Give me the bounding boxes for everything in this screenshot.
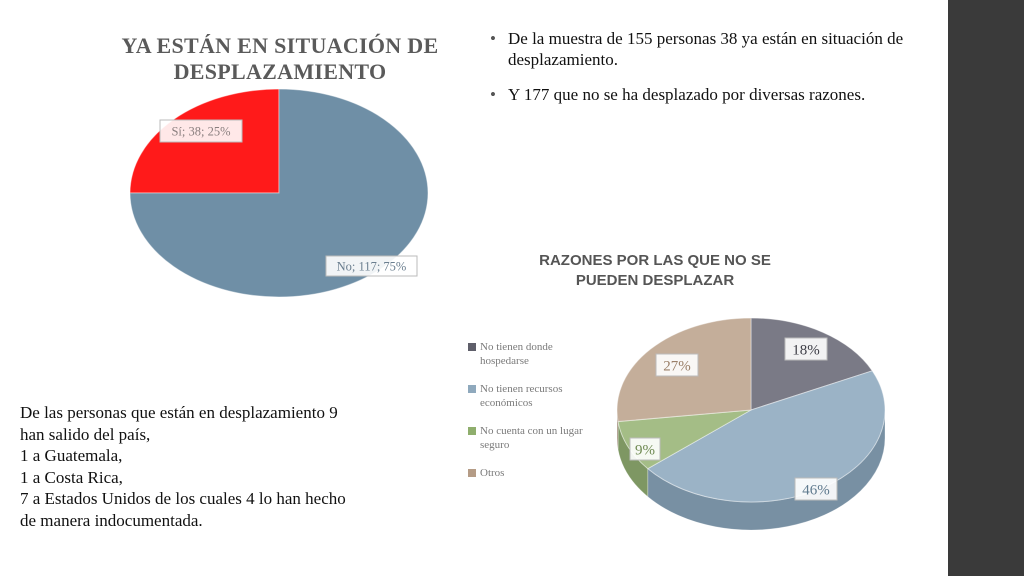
left-pie-label-si: Sí; 38; 25% [171,124,230,138]
left-chart-title: YA ESTÁN EN SITUACIÓN DE DESPLAZAMIENTO [80,33,480,85]
right-chart-title-line1: RAZONES POR LAS QUE NO SE [539,252,771,269]
right-pie-label-box-otros [655,353,699,377]
description-line: 1 a Guatemala, [20,446,123,465]
legend-item-hospedarse: No tienen donde hospedarse [468,340,618,368]
right-side-bar [948,0,1024,576]
legend-item-lugar-seguro: No cuenta con un lugar seguro [468,424,618,452]
legend-label-line: Otros [480,467,505,479]
left-chart-title-line1: YA ESTÁN EN SITUACIÓN DE [121,33,439,58]
bullet-text: De la muestra de 155 personas 38 ya está… [508,29,904,69]
left-pie-label-box-si [159,119,243,143]
legend-swatch [468,385,476,393]
bullet-dot-icon: • [490,29,496,48]
right-pie-label-no-tienen-donde-hospedarse: 18% [792,342,820,358]
legend-swatch [468,427,476,435]
description-line: De las personas que están en desplazamie… [20,403,338,422]
legend-label-line: No tienen recursos [480,383,563,395]
right-chart-title: RAZONES POR LAS QUE NO SE PUEDEN DESPLAZ… [490,251,820,291]
legend-label-line: seguro [480,439,510,451]
bullet-list: • De la muestra de 155 personas 38 ya est… [490,28,940,119]
right-pie-label-no-tienen-recursos-economicos: 46% [802,482,830,498]
legend-label-line: No tienen donde [480,341,553,353]
bullet-text: Y 177 que no se ha desplazado por divers… [508,85,866,104]
right-pie-label-box-no-tienen-donde-hospedarse [784,337,828,361]
right-pie-label-box-no-cuenta-con-un-lugar-seguro [629,437,661,461]
right-pie-label-no-cuenta-con-un-lugar-seguro: 9% [635,442,655,458]
bullet-item: • Y 177 que no se ha desplazado por diver… [490,84,940,105]
right-pie-slice-no-tienen-donde-hospedarse [750,317,874,411]
description-line: de manera indocumentada. [20,510,203,530]
right-chart-title-line2: PUEDEN DESPLAZAR [575,272,735,289]
legend-swatch [468,343,476,351]
legend-label-line: hospedarse [480,355,529,367]
legend-label-line: económicos [480,397,533,409]
description-text: De las personas que están en desplazamie… [20,402,460,531]
legend-swatch [468,469,476,477]
description-line: 7 a Estados Unidos de los cuales 4 lo ha… [20,489,346,508]
right-chart-legend: No tienen donde hospedarse No tienen rec… [468,340,618,494]
pie-charts-canvas: Sí; 38; 25% No; 117; 75% 18% 46% 9% 27% [129,88,886,531]
left-pie-label-box-no [325,255,418,277]
right-pie-label-box-no-tienen-recursos-economicos [794,477,838,501]
legend-item-recursos: No tienen recursos económicos [468,382,618,410]
left-pie-label-no: No; 117; 75% [337,259,407,273]
legend-item-otros: Otros [468,466,618,480]
left-chart-title-line2: DESPLAZAMIENTO [173,59,387,84]
bullet-dot-icon: • [490,85,496,104]
bullet-item: • De la muestra de 155 personas 38 ya est… [490,28,940,70]
description-line: 1 a Costa Rica, [20,467,123,487]
description-line: han salido del país, [20,424,151,444]
right-pie-label-otros: 27% [663,358,691,374]
legend-label-line: No cuenta con un lugar [480,425,583,437]
